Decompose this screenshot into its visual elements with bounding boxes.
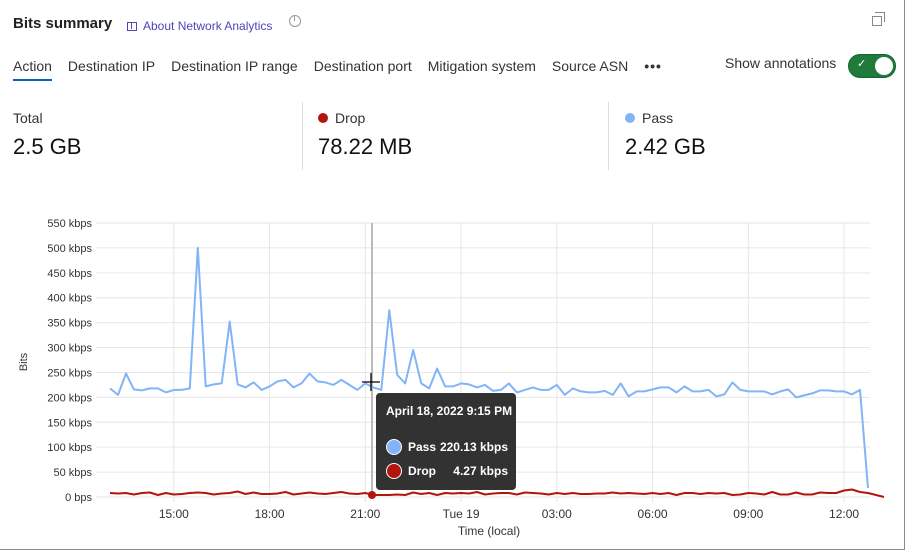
tooltip-series-name: Pass [408,440,437,454]
y-tick-label: 550 kbps [47,218,92,230]
divider [302,102,303,170]
x-tick-label: 09:00 [733,507,763,521]
page-title: Bits summary [13,15,113,32]
y-tick-label: 300 kbps [47,343,92,355]
tab-destination-port[interactable]: Destination port [313,58,412,74]
tab-action[interactable]: Action [13,58,52,81]
stat-value: 2.5 GB [13,134,82,159]
y-tick-label: 350 kbps [47,318,92,330]
stat-label: Total [13,110,43,126]
x-tick-label: 06:00 [638,507,668,521]
tab-mitigation-system[interactable]: Mitigation system [427,58,536,74]
y-tick-label: 250 kbps [47,367,92,379]
toggle-knob [875,57,893,75]
x-tick-label: 18:00 [255,507,285,521]
about-link[interactable]: About Network Analytics [127,19,272,33]
y-tick-label: 400 kbps [47,293,92,305]
clock-icon[interactable] [289,15,301,27]
tooltip-series-value: 4.27 kbps [453,464,508,478]
y-tick-label: 50 kbps [53,467,92,479]
stat-pass: Pass 2.42 GB [625,110,706,160]
x-tick-label: 03:00 [542,507,572,521]
drop-dot-icon [318,113,328,123]
crosshair-cursor-icon [362,373,380,391]
series-line-drop [109,488,885,498]
tab-destination-ip-range[interactable]: Destination IP range [171,58,298,74]
tooltip-series-value: 220.13 kbps [439,440,508,454]
drop-swatch-icon [386,463,402,479]
y-axis-label: Bits [18,352,30,371]
y-tick-label: 150 kbps [47,417,92,429]
pass-swatch-icon [386,439,402,455]
x-axis-label: Time (local) [458,524,520,538]
pass-dot-icon [625,113,635,123]
y-tick-label: 100 kbps [47,442,92,454]
tab-bar: Action Destination IP Destination IP ran… [13,58,662,81]
stat-total: Total 2.5 GB [13,110,81,160]
divider [608,102,609,170]
tooltip-title: April 18, 2022 9:15 PM [386,404,513,418]
x-tick-label: 15:00 [159,507,189,521]
chart-tooltip: April 18, 2022 9:15 PM Pass 220.13 kbps D… [376,393,516,490]
check-icon: ✓ [857,58,867,70]
series-line-pass [109,246,869,489]
y-tick-label: 200 kbps [47,392,92,404]
x-tick-label: 21:00 [350,507,380,521]
stat-value: 2.42 GB [625,134,706,159]
book-icon [127,21,137,31]
stat-drop: Drop 78.22 MB [318,110,412,160]
tooltip-row-drop: Drop 4.27 kbps [386,463,508,479]
tooltip-series-name: Drop [408,464,436,478]
y-tick-label: 450 kbps [47,268,92,280]
tab-source-asn[interactable]: Source ASN [551,58,629,74]
stat-label: Pass [642,110,674,126]
expand-icon[interactable] [872,12,885,26]
x-tick-label: Tue 19 [443,507,480,521]
hover-marker-drop [368,491,376,500]
tab-destination-ip[interactable]: Destination IP [67,58,156,74]
x-tick-label: 12:00 [829,507,859,521]
stat-label: Drop [335,110,366,126]
stat-value: 78.22 MB [318,134,413,159]
show-annotations-toggle[interactable]: ✓ [848,54,896,78]
about-link-label: About Network Analytics [143,19,273,33]
show-annotations-label: Show annotations [725,55,837,71]
more-tabs-button[interactable]: ••• [644,58,662,74]
y-tick-label: 0 bps [65,492,92,504]
y-tick-label: 500 kbps [47,243,92,255]
tooltip-row-pass: Pass 220.13 kbps [386,439,508,455]
